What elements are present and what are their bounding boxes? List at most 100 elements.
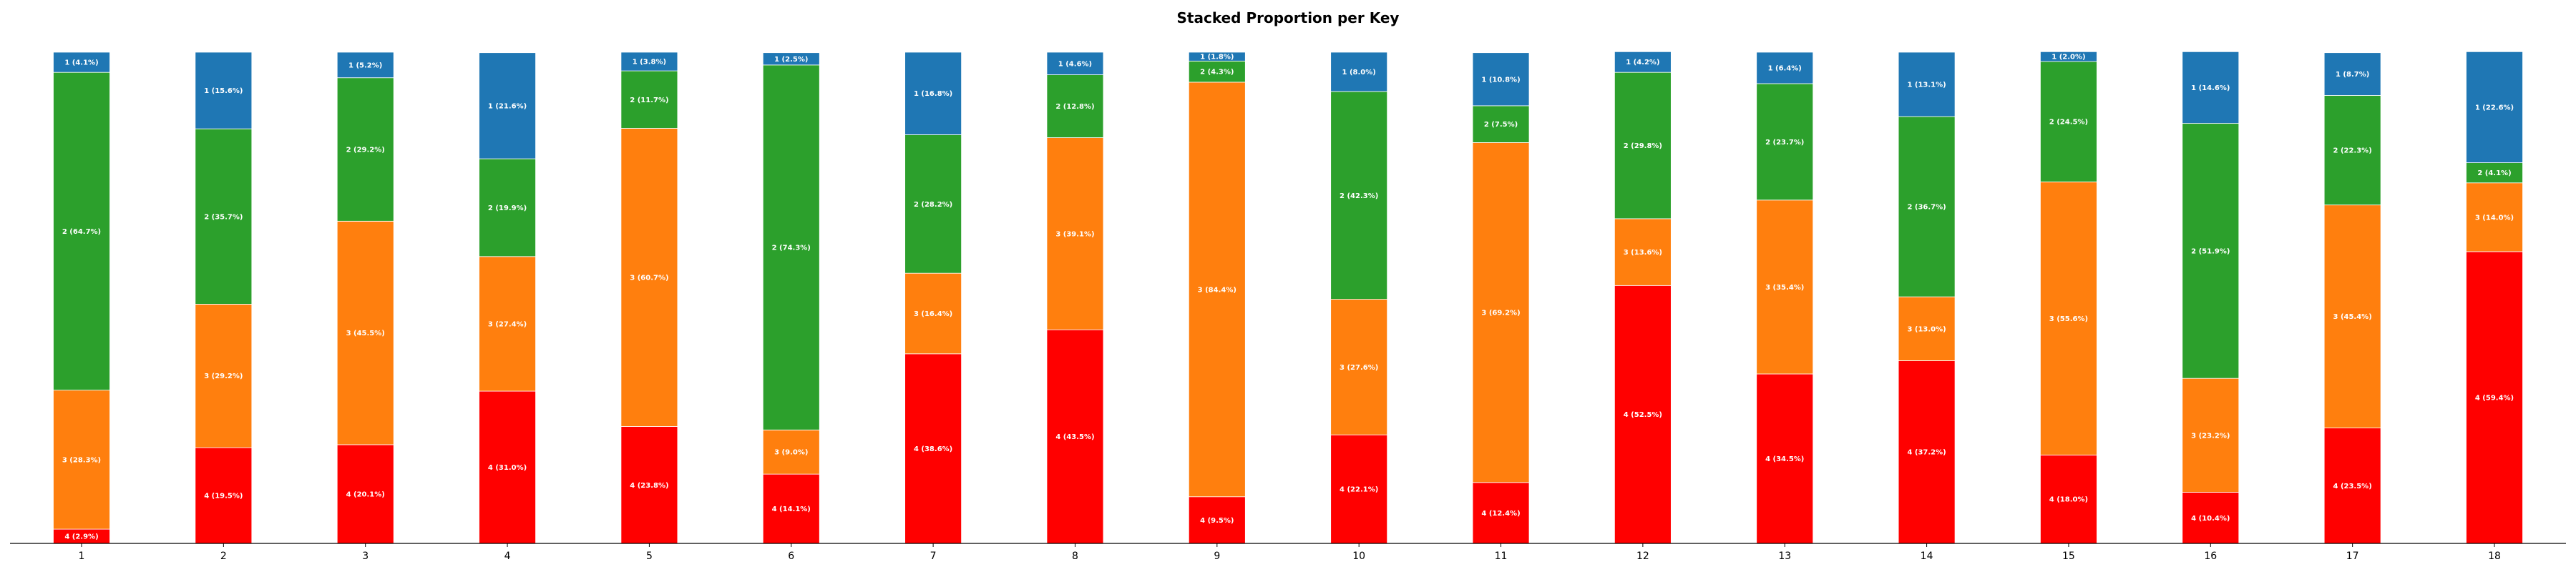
bar-segment-17-series-1 — [2323, 52, 2381, 96]
segment-label-13-series-1: 1 (6.4%) — [1768, 64, 1802, 72]
bar-segment-9-series-3 — [1188, 82, 1246, 498]
bar-segment-1-series-1 — [53, 51, 110, 73]
bar-segment-17-series-3 — [2323, 204, 2381, 428]
bar-segment-3-series-4 — [336, 444, 394, 544]
bar-segment-3-series-3 — [336, 220, 394, 445]
x-tick-label-18: 18 — [2488, 551, 2501, 562]
x-tick-label-1: 1 — [79, 551, 85, 562]
segment-label-5-series-4: 4 (23.8%) — [630, 482, 668, 490]
segment-label-13-series-4: 4 (34.5%) — [1765, 455, 1804, 463]
bar-segment-10-series-3 — [1330, 299, 1388, 435]
segment-label-9-series-1: 1 (1.8%) — [1200, 54, 1234, 61]
bar-segment-14-series-3 — [1898, 296, 1956, 361]
segment-labels-group: 4 (2.9%) 3 (28.3%) 2 (64.7%) 1 (4.1%) 4 (19.… — [62, 54, 2514, 541]
segment-label-3-series-1: 1 (5.2%) — [348, 61, 382, 69]
segment-label-5-series-3: 3 (60.7%) — [630, 274, 668, 282]
segment-label-11-series-2: 2 (7.5%) — [1484, 121, 1518, 129]
x-tick-label-15: 15 — [2062, 551, 2075, 562]
bar-segment-15-series-1 — [2040, 51, 2097, 62]
segment-label-5-series-2: 2 (11.7%) — [630, 97, 668, 104]
segment-label-6-series-4: 4 (14.1%) — [772, 506, 811, 513]
x-tick-label-16: 16 — [2204, 551, 2217, 562]
segment-label-15-series-2: 2 (24.5%) — [2049, 119, 2088, 127]
bar-segment-14-series-2 — [1898, 116, 1956, 297]
bar-segment-12-series-1 — [1614, 51, 1672, 73]
segment-label-14-series-1: 1 (13.1%) — [1907, 82, 1946, 89]
bar-segment-12-series-4 — [1614, 285, 1672, 544]
segment-label-8-series-3: 3 (39.1%) — [1055, 230, 1094, 238]
segment-label-11-series-4: 4 (12.4%) — [1481, 510, 1520, 518]
segment-label-3-series-3: 3 (45.5%) — [346, 330, 385, 337]
bar-segment-4-series-3 — [479, 256, 536, 392]
x-tick-label-12: 12 — [1636, 551, 1649, 562]
segment-label-16-series-2: 2 (51.9%) — [2191, 247, 2230, 255]
segment-label-4-series-3: 3 (27.4%) — [488, 320, 527, 328]
segment-label-7-series-2: 2 (28.2%) — [914, 201, 952, 209]
segment-label-2-series-4: 4 (19.5%) — [204, 493, 243, 500]
x-tick-label-5: 5 — [646, 551, 653, 562]
bar-segment-8-series-4 — [1046, 329, 1104, 544]
segment-label-1-series-3: 3 (28.3%) — [62, 456, 101, 464]
bar-segment-13-series-2 — [1756, 83, 1814, 201]
x-axis: 1 2 3 4 5 6 7 8 9 10 11 12 13 14 15 16 17 18 — [10, 543, 2566, 562]
segment-label-8-series-4: 4 (43.5%) — [1055, 433, 1094, 441]
bar-segment-14-series-4 — [1898, 360, 1956, 544]
bar-segment-5-series-1 — [620, 51, 678, 72]
segment-label-9-series-2: 2 (4.3%) — [1200, 69, 1234, 77]
bar-segment-12-series-3 — [1614, 218, 1672, 286]
segment-label-18-series-3: 3 (14.0%) — [2475, 214, 2514, 222]
x-tick-label-6: 6 — [788, 551, 794, 562]
bar-segment-11-series-4 — [1472, 482, 1530, 544]
x-tick-label-9: 9 — [1214, 551, 1220, 562]
segment-label-8-series-1: 1 (4.6%) — [1058, 60, 1092, 68]
bar-segment-14-series-1 — [1898, 51, 1956, 117]
segment-label-7-series-1: 1 (16.8%) — [914, 90, 952, 98]
x-tick-label-14: 14 — [1921, 551, 1933, 562]
bar-segment-17-series-4 — [2323, 428, 2381, 544]
bar-segment-16-series-3 — [2182, 378, 2240, 493]
bar-segment-9-series-4 — [1188, 496, 1246, 544]
bars-group — [53, 51, 2523, 544]
bar-segment-10-series-4 — [1330, 434, 1388, 544]
segment-label-16-series-4: 4 (10.4%) — [2191, 515, 2230, 523]
bar-segment-17-series-2 — [2323, 95, 2381, 206]
bar-segment-10-series-1 — [1330, 51, 1388, 92]
segment-label-10-series-3: 3 (27.6%) — [1340, 364, 1378, 372]
bar-segment-3-series-1 — [336, 51, 394, 79]
segment-label-2-series-3: 3 (29.2%) — [204, 373, 243, 380]
x-tick-label-4: 4 — [504, 551, 511, 562]
x-tick-label-11: 11 — [1495, 551, 1508, 562]
bar-segment-11-series-2 — [1472, 105, 1530, 143]
segment-label-11-series-1: 1 (10.8%) — [1481, 76, 1520, 84]
segment-label-15-series-1: 1 (2.0%) — [2051, 54, 2085, 61]
segment-label-17-series-3: 3 (45.4%) — [2333, 313, 2372, 321]
bar-segment-15-series-4 — [2040, 454, 2097, 544]
segment-label-14-series-2: 2 (36.7%) — [1907, 204, 1946, 212]
bar-segment-15-series-3 — [2040, 181, 2097, 455]
segment-label-17-series-2: 2 (22.3%) — [2333, 147, 2372, 155]
x-tick-label-13: 13 — [1778, 551, 1791, 562]
bar-segment-2-series-2 — [195, 128, 253, 305]
x-tick-label-17: 17 — [2346, 551, 2359, 562]
segment-label-6-series-1: 1 (2.5%) — [774, 56, 808, 64]
segment-label-8-series-2: 2 (12.8%) — [1055, 103, 1094, 111]
bar-segment-9-series-1 — [1188, 51, 1246, 61]
segment-label-2-series-1: 1 (15.6%) — [204, 87, 243, 95]
bar-segment-4-series-1 — [479, 52, 536, 159]
bar-segment-8-series-1 — [1046, 51, 1104, 76]
bar-segment-5-series-3 — [620, 128, 678, 427]
bar-segment-18-series-4 — [2466, 251, 2523, 544]
segment-label-5-series-1: 1 (3.8%) — [633, 59, 666, 66]
segment-label-6-series-3: 3 (9.0%) — [774, 449, 808, 457]
bar-segment-7-series-4 — [904, 353, 962, 544]
segment-label-9-series-4: 4 (9.5%) — [1200, 517, 1234, 525]
segment-label-1-series-2: 2 (64.7%) — [62, 228, 101, 236]
bar-segment-2-series-1 — [195, 51, 253, 129]
segment-label-16-series-1: 1 (14.6%) — [2191, 84, 2230, 92]
segment-label-15-series-3: 3 (55.6%) — [2049, 315, 2088, 323]
bar-segment-3-series-2 — [336, 77, 394, 222]
bar-segment-2-series-3 — [195, 304, 253, 448]
segment-label-18-series-4: 4 (59.4%) — [2475, 394, 2514, 402]
